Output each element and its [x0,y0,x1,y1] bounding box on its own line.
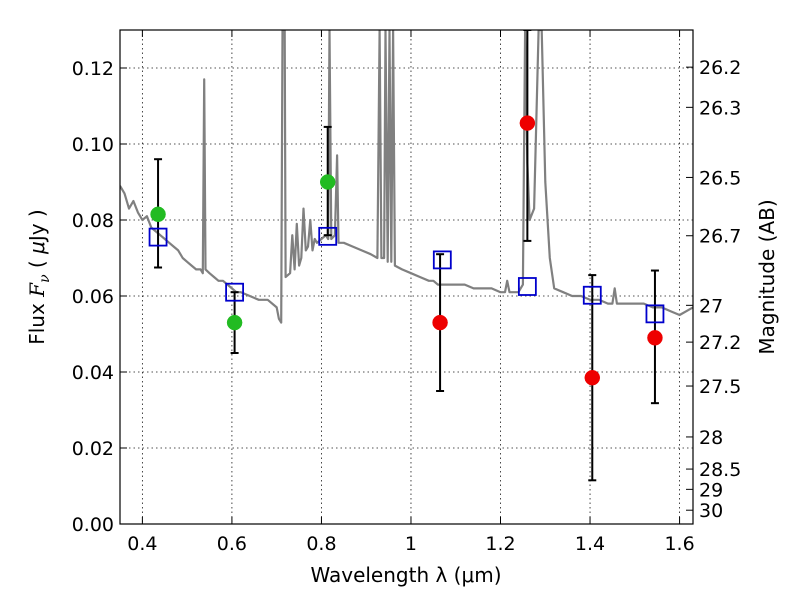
y-tick-label: 0.02 [72,438,114,460]
y-axis-label: Flux Fν ( μJy ) [25,209,53,345]
y-tick-label: 0.00 [72,514,114,536]
x-tick-label: 1.6 [664,533,694,555]
data-point [226,314,243,331]
right-tick-label: 30 [699,500,723,522]
right-tick-label: 26.3 [699,97,741,119]
spectrum-layer [120,30,693,324]
y-tick-label: 0.10 [72,134,114,156]
x-tick-label: 0.8 [306,533,336,555]
right-tick-label: 27.5 [699,376,741,398]
x-tick-label: 1 [405,533,417,555]
right-tick-label: 29 [699,479,723,501]
model-photometry-square [148,227,168,247]
data-point [432,314,448,331]
model-photometry-square [645,304,665,324]
y-tick-label: 0.04 [72,362,114,384]
model-photometry-square [225,282,245,302]
x-tick-label: 1.4 [575,533,605,555]
tick-layer [120,30,693,525]
y-tick-label: 0.12 [72,58,114,80]
data-point [647,330,663,346]
model-spectrum-line [120,30,693,324]
tick-label-layer: 0.4 0.6 0.8 1 1.2 1.4 1.6 0.00 0.02 0.04 0.06 0.08 0… [72,57,742,555]
right-tick-label: 26.7 [699,226,741,248]
right-tick-label: 28 [699,427,723,449]
model-photometry-square [517,277,537,296]
x-tick-label: 0.4 [127,533,157,555]
right-tick-label: 26.2 [699,57,741,79]
plot-frame [119,29,694,525]
data-point [150,206,166,223]
y-axis-label-right: Magnitude (AB) [755,199,779,354]
data-point [519,115,536,131]
data-point [584,369,601,386]
model-photometry-square [318,226,338,246]
x-axis-label: Wavelength λ (μm) [310,563,501,587]
right-tick-label: 26.5 [699,167,741,189]
model-photometry-square [582,285,602,305]
marker-layer [148,115,665,386]
model-photometry-square [432,250,452,270]
y-tick-label: 0.08 [72,210,114,232]
right-tick-label: 27 [699,295,723,317]
y-tick-label: 0.06 [72,286,114,308]
data-point [319,174,336,190]
x-tick-label: 0.6 [217,533,247,555]
right-tick-label: 28.5 [699,459,741,481]
x-tick-label: 1.2 [485,533,515,555]
right-tick-label: 27.2 [699,332,741,354]
